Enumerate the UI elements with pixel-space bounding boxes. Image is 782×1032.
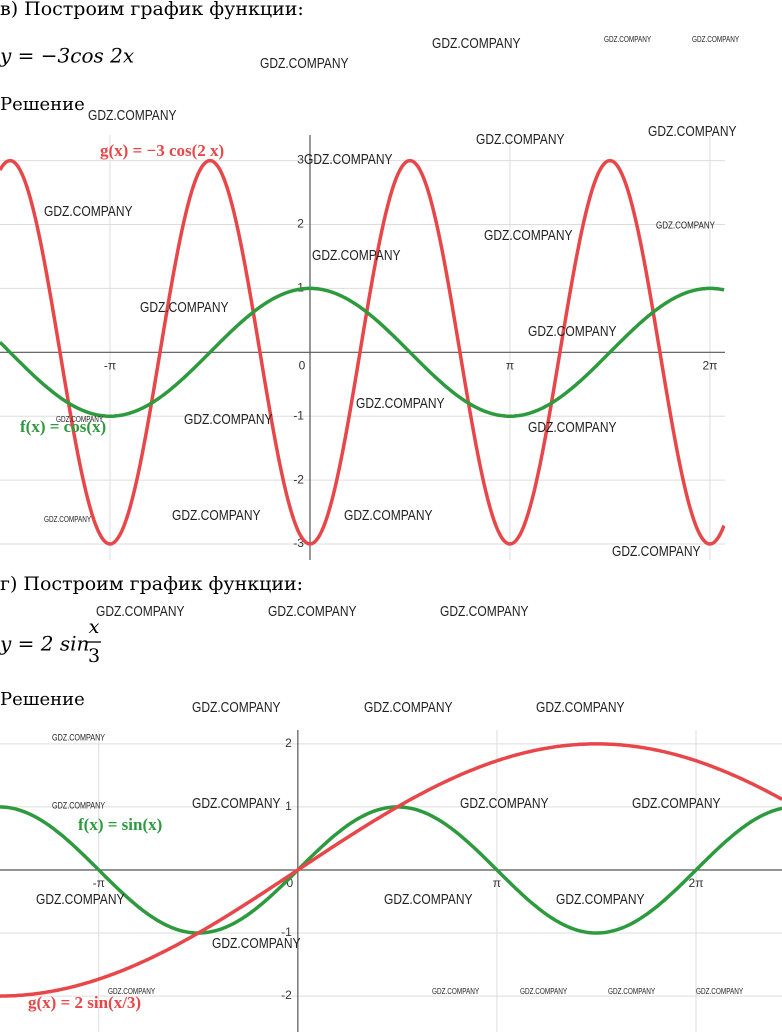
- function-curve: [0, 805, 782, 935]
- function-label: g(x) = −3 cos(2 x): [100, 141, 224, 160]
- watermark: GDZ.COMPANY: [184, 411, 273, 428]
- watermark: GDZ.COMPANY: [440, 603, 529, 620]
- fraction-numerator: x: [89, 616, 100, 638]
- x-tick-label: -π: [93, 876, 105, 890]
- watermark: GDZ.COMPANY: [432, 35, 521, 52]
- watermark: GDZ.COMPANY: [52, 732, 105, 742]
- watermark: GDZ.COMPANY: [52, 800, 105, 810]
- watermark: GDZ.COMPANY: [212, 935, 301, 952]
- watermark: GDZ.COMPANY: [44, 203, 133, 220]
- function-curve: [0, 158, 725, 546]
- watermark: GDZ.COMPANY: [312, 247, 401, 264]
- x-tick-label: -π: [104, 358, 116, 372]
- watermark: GDZ.COMPANY: [260, 55, 349, 72]
- watermark: GDZ.COMPANY: [612, 543, 701, 560]
- watermark: GDZ.COMPANY: [304, 151, 393, 168]
- watermark: GDZ.COMPANY: [476, 131, 565, 148]
- formula: y = −3cos 2x: [0, 44, 134, 68]
- watermark: GDZ.COMPANY: [364, 699, 453, 716]
- watermark: GDZ.COMPANY: [56, 415, 104, 424]
- x-tick-label: 2π: [702, 358, 717, 372]
- watermark: GDZ.COMPANY: [172, 507, 261, 524]
- function-label: g(x) = 2 sin(x/3): [28, 993, 141, 1012]
- x-tick-label: π: [493, 876, 501, 890]
- y-tick-label: 3: [297, 153, 304, 167]
- y-tick-label: 2: [285, 736, 292, 750]
- watermark: GDZ.COMPANY: [192, 795, 281, 812]
- y-tick-label: -2: [293, 472, 304, 486]
- watermark: GDZ.COMPANY: [44, 515, 92, 524]
- watermark: GDZ.COMPANY: [556, 891, 645, 908]
- watermark: GDZ.COMPANY: [608, 987, 656, 996]
- watermark: GDZ.COMPANY: [356, 395, 445, 412]
- watermark: GDZ.COMPANY: [432, 987, 480, 996]
- x-tick-label: 2π: [689, 876, 704, 890]
- watermark: GDZ.COMPANY: [36, 891, 125, 908]
- x-tick-label: 0: [299, 358, 306, 372]
- watermark: GDZ.COMPANY: [648, 123, 737, 140]
- watermark: GDZ.COMPANY: [384, 891, 473, 908]
- watermark: GDZ.COMPANY: [88, 107, 177, 124]
- watermark: GDZ.COMPANY: [520, 987, 568, 996]
- y-tick-label: 1: [285, 799, 292, 813]
- x-tick-label: 0: [287, 876, 294, 890]
- watermark: GDZ.COMPANY: [604, 35, 652, 44]
- watermark: GDZ.COMPANY: [140, 299, 229, 316]
- y-tick-label: -2: [281, 988, 292, 1002]
- y-tick-label: -3: [293, 536, 304, 550]
- watermark: GDZ.COMPANY: [528, 323, 617, 340]
- solution-label: Решение: [0, 689, 85, 710]
- watermark: GDZ.COMPANY: [696, 987, 744, 996]
- watermark: GDZ.COMPANY: [344, 507, 433, 524]
- heading: г) Построим график функции:: [0, 573, 303, 595]
- function-curve: [0, 286, 725, 418]
- watermark: GDZ.COMPANY: [484, 227, 573, 244]
- watermark: GDZ.COMPANY: [656, 221, 715, 232]
- watermark: GDZ.COMPANY: [528, 419, 617, 436]
- watermark: GDZ.COMPANY: [692, 35, 740, 44]
- watermark: GDZ.COMPANY: [108, 987, 156, 996]
- fraction-denominator: 3: [88, 645, 100, 667]
- heading: в) Построим график функции:: [0, 0, 304, 20]
- x-tick-label: π: [506, 358, 514, 372]
- watermark: GDZ.COMPANY: [268, 603, 357, 620]
- y-tick-label: 2: [297, 217, 304, 231]
- y-tick-label: -1: [293, 408, 304, 422]
- y-tick-label: -1: [281, 925, 292, 939]
- watermark: GDZ.COMPANY: [632, 795, 721, 812]
- watermark: GDZ.COMPANY: [96, 603, 185, 620]
- watermark: GDZ.COMPANY: [536, 699, 625, 716]
- formula: y = 2 sin: [0, 632, 89, 656]
- function-label: f(x) = sin(x): [78, 815, 162, 834]
- function-label: f(x) = cos(x): [20, 417, 106, 436]
- watermark: GDZ.COMPANY: [460, 795, 549, 812]
- solution-label: Решение: [0, 94, 85, 115]
- function-curve: [0, 742, 782, 998]
- watermark: GDZ.COMPANY: [192, 699, 281, 716]
